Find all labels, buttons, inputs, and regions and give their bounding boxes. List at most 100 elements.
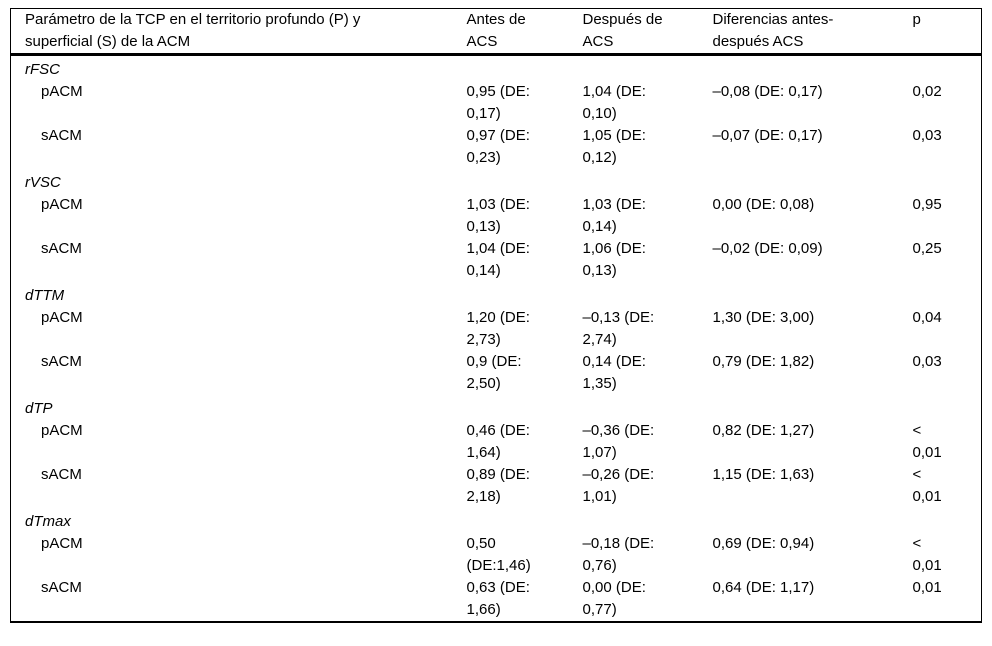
diferencias-cell: 0,00 (DE: 0,08) [712,196,815,213]
section-label: dTTM [25,287,65,304]
p-value-cell: 0,95 [912,196,942,213]
empty-cell [713,282,913,307]
p-value-cell: < 0,01 [912,466,942,505]
p-value-cell: < 0,01 [912,422,942,461]
table-body: rFSC pACM 0,95 (DE: 0,17) 1,04 (DE: 0,10) –0… [11,55,982,623]
despues-acs-cell: 1,04 (DE: 0,10) [582,83,646,122]
antes-acs-cell: 0,46 (DE: 1,64) [466,422,530,461]
header-p-value: p [912,8,982,56]
table-row: sACM 0,9 (DE: 2,50) 0,14 (DE: 1,35) 0,79 (D… [11,351,982,395]
p-value-cell: 0,03 [912,353,942,370]
table-row: pACM 0,50 (DE:1,46) –0,18 (DE: 0,76) 0,69 (… [11,533,982,577]
antes-acs-cell: 0,9 (DE: 2,50) [466,353,522,392]
parameters-table: Parámetro de la TCP en el territorio pro… [10,8,982,623]
empty-cell [913,55,982,82]
header-parameter: Parámetro de la TCP en el territorio pro… [10,8,467,56]
diferencias-cell: 1,15 (DE: 1,63) [712,466,815,483]
table-row: sACM 0,63 (DE: 1,66) 0,00 (DE: 0,77) 0,64 (… [11,577,982,622]
diferencias-cell: –0,02 (DE: 0,09) [712,240,823,257]
header-antes-acs: Antes de ACS [466,8,583,56]
header-despues-acs: Después de ACS [582,8,713,56]
antes-acs-cell: 0,63 (DE: 1,66) [466,579,530,618]
table-row: sACM 0,97 (DE: 0,23) 1,05 (DE: 0,12) –0,07 … [11,125,982,169]
antes-acs-cell: 1,04 (DE: 0,14) [466,240,530,279]
despues-acs-cell: 0,00 (DE: 0,77) [582,579,646,618]
parameters-table-wrap: Parámetro de la TCP en el territorio pro… [10,8,982,623]
empty-cell [713,169,913,194]
section-label: rVSC [25,174,61,191]
despues-acs-cell: 1,06 (DE: 0,13) [582,240,646,279]
param-cell: pACM [41,196,83,213]
table-row: pACM 1,03 (DE: 0,13) 1,03 (DE: 0,14) 0,00 (… [11,194,982,238]
table-row: pACM 0,46 (DE: 1,64) –0,36 (DE: 1,07) 0,82 … [11,420,982,464]
section-row: dTTM [11,282,982,307]
param-cell: sACM [41,466,82,483]
p-value-cell: < 0,01 [912,535,942,574]
p-value-cell: 0,02 [912,83,942,100]
despues-acs-cell: –0,36 (DE: 1,07) [582,422,655,461]
despues-acs-cell: –0,13 (DE: 2,74) [582,309,655,348]
antes-acs-cell: 0,97 (DE: 0,23) [466,127,530,166]
param-cell: pACM [41,83,83,100]
empty-cell [713,508,913,533]
header-diferencias: Diferencias antes- después ACS [712,8,913,56]
section-row: dTmax [11,508,982,533]
empty-cell [913,395,982,420]
table-row: sACM 0,89 (DE: 2,18) –0,26 (DE: 1,01) 1,15 … [11,464,982,508]
antes-acs-cell: 1,03 (DE: 0,13) [466,196,530,235]
antes-acs-cell: 0,50 (DE:1,46) [466,535,531,574]
empty-cell [913,282,982,307]
header-row: Parámetro de la TCP en el territorio pro… [10,8,982,56]
table-row: sACM 1,04 (DE: 0,14) 1,06 (DE: 0,13) –0,02 … [11,238,982,282]
despues-acs-cell: –0,18 (DE: 0,76) [582,535,655,574]
diferencias-cell: 0,79 (DE: 1,82) [712,353,815,370]
diferencias-cell: –0,08 (DE: 0,17) [712,83,823,100]
empty-cell [583,282,713,307]
empty-cell [467,282,583,307]
empty-cell [467,395,583,420]
despues-acs-cell: 1,03 (DE: 0,14) [582,196,646,235]
despues-acs-cell: 1,05 (DE: 0,12) [582,127,646,166]
section-row: rVSC [11,169,982,194]
empty-cell [583,395,713,420]
section-label: dTmax [25,513,71,530]
diferencias-cell: –0,07 (DE: 0,17) [712,127,823,144]
p-value-cell: 0,01 [912,579,942,596]
empty-cell [467,508,583,533]
param-cell: pACM [41,422,83,439]
empty-cell [583,55,713,82]
section-label: dTP [25,400,53,417]
diferencias-cell: 0,82 (DE: 1,27) [712,422,815,439]
empty-cell [913,169,982,194]
section-row: rFSC [11,55,982,82]
param-cell: pACM [41,535,83,552]
section-row: dTP [11,395,982,420]
param-cell: sACM [41,353,82,370]
diferencias-cell: 1,30 (DE: 3,00) [712,309,815,326]
table-row: pACM 1,20 (DE: 2,73) –0,13 (DE: 2,74) 1,30 … [11,307,982,351]
param-cell: sACM [41,579,82,596]
param-cell: pACM [41,309,83,326]
antes-acs-cell: 1,20 (DE: 2,73) [466,309,530,348]
empty-cell [713,395,913,420]
empty-cell [583,169,713,194]
empty-cell [713,55,913,82]
antes-acs-cell: 0,95 (DE: 0,17) [466,83,530,122]
p-value-cell: 0,04 [912,309,942,326]
empty-cell [913,508,982,533]
p-value-cell: 0,03 [912,127,942,144]
empty-cell [467,55,583,82]
despues-acs-cell: –0,26 (DE: 1,01) [582,466,655,505]
param-cell: sACM [41,127,82,144]
table-row: pACM 0,95 (DE: 0,17) 1,04 (DE: 0,10) –0,08 … [11,81,982,125]
p-value-cell: 0,25 [912,240,942,257]
param-cell: sACM [41,240,82,257]
despues-acs-cell: 0,14 (DE: 1,35) [582,353,646,392]
diferencias-cell: 0,64 (DE: 1,17) [712,579,815,596]
diferencias-cell: 0,69 (DE: 0,94) [712,535,815,552]
antes-acs-cell: 0,89 (DE: 2,18) [466,466,530,505]
section-label: rFSC [25,61,60,78]
empty-cell [583,508,713,533]
empty-cell [467,169,583,194]
table-header: Parámetro de la TCP en el territorio pro… [10,8,982,56]
